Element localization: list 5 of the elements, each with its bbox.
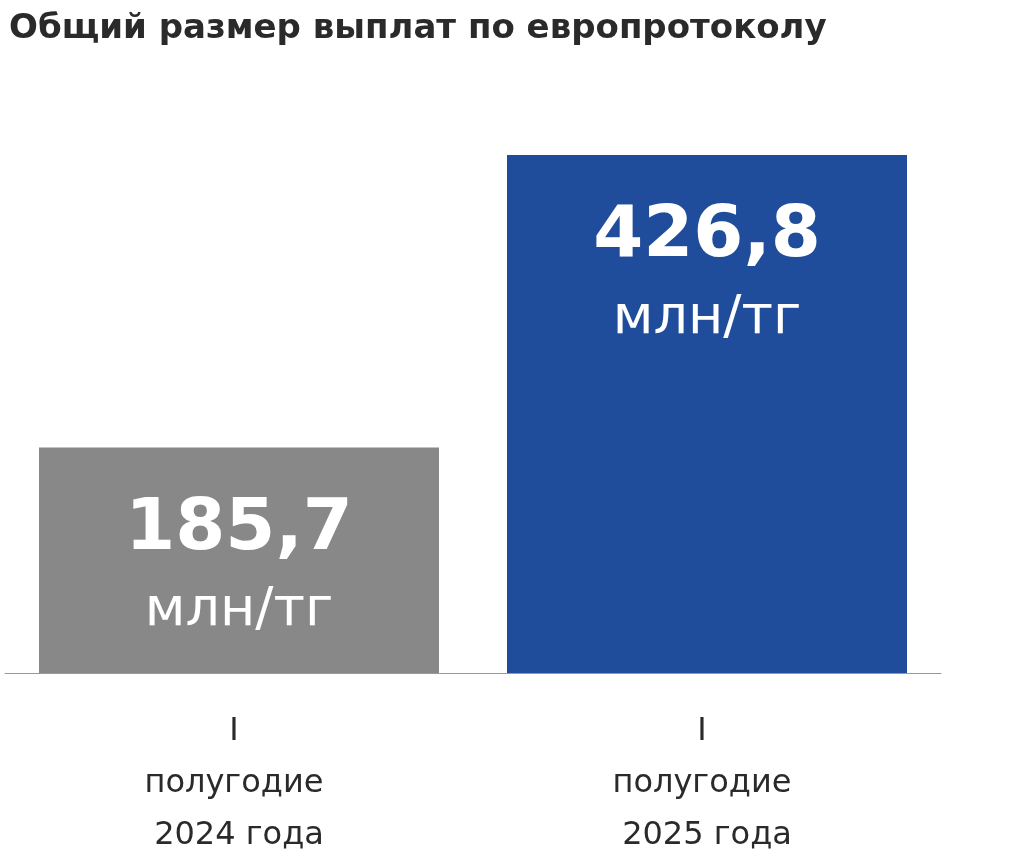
data-label: 185,7 млн/тг — [125, 481, 353, 639]
x-tick-label: I полугодие 2024 года — [144, 710, 334, 852]
chart-title: Общий размер выплат по европротоколу — [9, 6, 827, 46]
x-tick-label: I полугодие 2025 года — [612, 710, 802, 852]
data-label: 426,8 млн/тг — [593, 189, 821, 346]
